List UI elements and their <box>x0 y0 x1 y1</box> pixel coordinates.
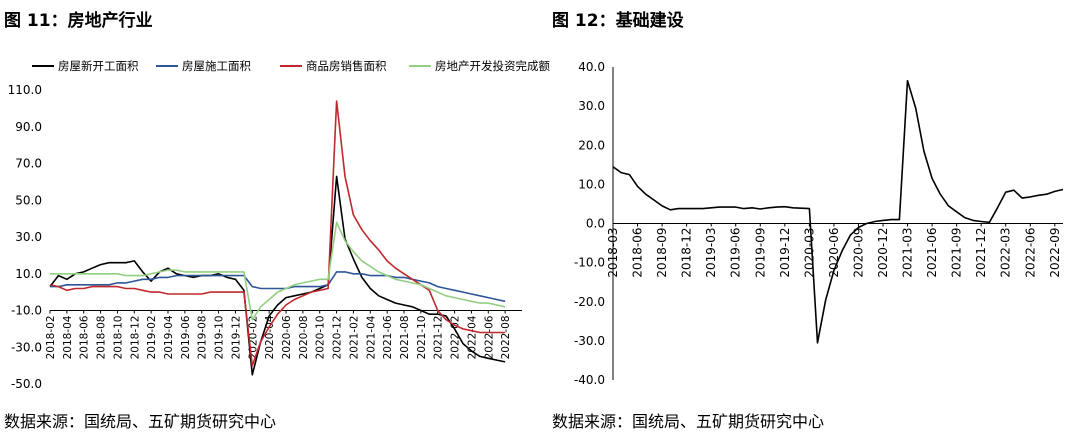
y-tick-label: 10.0 <box>578 177 605 191</box>
chart-title: 图 11：房地产行业 <box>4 11 153 31</box>
series-line <box>50 221 506 321</box>
legend-label: 房地产开发投资完成额 <box>435 59 550 73</box>
x-tick-label: 2021-10 <box>416 316 428 360</box>
x-tick-label: 2022-03 <box>999 228 1013 278</box>
x-tick-label: 2021-04 <box>365 315 377 359</box>
x-tick-label: 2020-09 <box>851 228 865 278</box>
x-tick-label: 2018-12 <box>129 316 141 360</box>
y-tick-label: -10.0 <box>11 304 42 318</box>
y-tick-label: 40.0 <box>578 60 605 74</box>
legend-label: 商品房销售面积 <box>306 59 387 73</box>
series-line <box>612 79 1064 344</box>
x-tick-label: 2019-02 <box>146 316 158 360</box>
x-tick-label: 2018-03 <box>606 228 620 278</box>
legend-label: 房屋施工面积 <box>182 59 251 73</box>
real-estate-chart: -50.0 -30.0 -10.0 10.0 30.0 50.0 70.0 90.0 110.0… <box>8 59 551 391</box>
series-line <box>49 175 506 376</box>
data-source: 数据来源：国统局、五矿期货研究中心 <box>4 412 277 431</box>
y-tick-label: -20.0 <box>574 295 605 309</box>
x-tick-label: 2020-04 <box>264 315 276 359</box>
x-tick-label: 2019-03 <box>704 228 718 278</box>
legend-label: 房屋新开工面积 <box>58 59 139 73</box>
x-tick-label: 2019-06 <box>729 228 743 278</box>
y-tick-label: 90.0 <box>15 120 42 134</box>
y-tick-label: -30.0 <box>574 334 605 348</box>
real-estate-panel: 图 11：房地产行业 -50.0 -30.0 -10.0 10.0 30.0 50.0 70… <box>4 11 551 431</box>
series-line <box>49 100 506 367</box>
x-tick-label: 2018-02 <box>45 316 57 360</box>
y-tick-label: -50.0 <box>11 377 42 391</box>
x-tick-label: 2022-09 <box>1048 228 1062 278</box>
x-tick-label: 2019-10 <box>214 316 226 360</box>
x-tick-label: 2019-12 <box>230 316 242 360</box>
x-tick-label: 2021-06 <box>925 228 939 278</box>
x-tick-label: 2021-09 <box>950 228 964 278</box>
x-tick-label: 2020-10 <box>315 316 327 360</box>
x-tick-label: 2019-08 <box>197 316 209 360</box>
x-tick-label: 2019-06 <box>180 315 192 359</box>
x-tick-label: 2019-04 <box>163 315 175 359</box>
infrastructure-panel: 图 12：基础建设 -40.0 -30.0 -20.0 -10.0 0.0 10.0 20.… <box>548 0 1080 442</box>
y-tick-label: 30.0 <box>15 230 42 244</box>
x-tick-label: 2018-12 <box>680 228 694 278</box>
x-tick-label: 2020-12 <box>876 228 890 278</box>
x-tick-label: 2020-06 <box>281 315 293 359</box>
x-tick-label: 2021-12 <box>974 228 988 278</box>
y-tick-label: 10.0 <box>15 267 42 281</box>
x-tick-label: 2018-06 <box>631 228 645 278</box>
x-tick-label: 2018-10 <box>112 316 124 360</box>
series-line <box>50 271 506 303</box>
y-tick-label: -40.0 <box>574 373 605 387</box>
x-tick-label: 2018-04 <box>62 315 74 359</box>
x-tick-label: 2018-09 <box>655 228 669 278</box>
y-tick-label: 20.0 <box>578 138 605 152</box>
x-tick-label: 2021-06 <box>382 315 394 359</box>
y-tick-label: 110.0 <box>8 83 42 97</box>
x-tick-label: 2020-12 <box>332 316 344 360</box>
data-source: 数据来源：国统局、五矿期货研究中心 <box>552 412 825 431</box>
y-tick-label: 70.0 <box>15 157 42 171</box>
x-tick-label: 2019-09 <box>753 227 767 277</box>
x-tick-label: 2022-04 <box>466 315 478 359</box>
y-tick-label: 0.0 <box>586 217 605 231</box>
x-tick-label: 2020-06 <box>827 228 841 278</box>
x-tick-label: 2018-06 <box>79 315 91 359</box>
y-tick-label: -30.0 <box>11 340 42 354</box>
x-tick-label: 2022-06 <box>1023 227 1037 277</box>
y-tick-label: 50.0 <box>15 193 42 207</box>
x-tick-label: 2020-03 <box>802 228 816 278</box>
infrastructure-chart: -40.0 -30.0 -20.0 -10.0 0.0 10.0 20.0 30.0 40.0 2… <box>574 60 1064 387</box>
x-tick-label: 2022-08 <box>500 315 512 359</box>
x-tick-label: 2021-03 <box>901 228 915 278</box>
x-tick-label: 2021-08 <box>399 316 411 360</box>
x-tick-label: 2018-08 <box>96 316 108 360</box>
x-tick-label: 2019-12 <box>778 228 792 278</box>
chart-title: 图 12：基础建设 <box>552 11 684 31</box>
x-tick-label: 2020-08 <box>298 316 310 360</box>
y-tick-label: -10.0 <box>574 256 605 270</box>
x-tick-label: 2022-06 <box>483 315 495 359</box>
x-tick-label: 2021-12 <box>433 316 445 360</box>
x-tick-label: 2021-02 <box>348 316 360 360</box>
y-tick-label: 30.0 <box>578 99 605 113</box>
